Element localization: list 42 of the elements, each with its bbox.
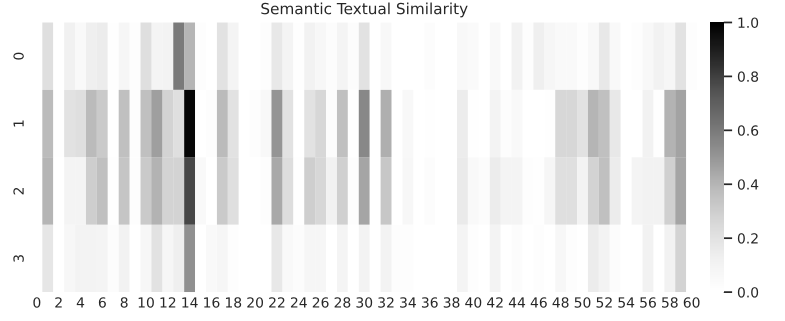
color-bar-label: 1.0 — [738, 17, 758, 28]
x-tick-label: 56 — [640, 297, 656, 308]
color-bar-label: 0.4 — [738, 179, 758, 190]
chart-title: Semantic Textual Similarity — [261, 2, 468, 18]
x-tick-label: 20 — [247, 297, 264, 308]
x-tick-label: 44 — [508, 297, 526, 308]
x-tick-label: 40 — [465, 297, 482, 308]
x-tick-label: 6 — [98, 297, 106, 308]
x-tick-label: 60 — [684, 297, 700, 308]
x-tick-label: 14 — [182, 297, 198, 308]
x-tick-label: 38 — [444, 297, 460, 308]
x-tick-label: 10 — [138, 297, 154, 308]
x-tick-label: 36 — [422, 297, 438, 308]
x-tick-label: 12 — [160, 297, 176, 308]
y-tick-label: 1 — [14, 120, 24, 126]
x-tick-label: 22 — [269, 297, 284, 308]
color-bar-label: 0.6 — [738, 125, 758, 136]
x-tick-label: 24 — [290, 297, 307, 308]
x-tick-label: 34 — [400, 297, 416, 308]
y-tick-label: 3 — [13, 255, 24, 262]
color-bar-label: 0.8 — [738, 71, 758, 82]
y-tick-label: 0 — [13, 52, 24, 60]
x-tick-label: 4 — [76, 297, 84, 308]
x-tick-label: 2 — [55, 297, 62, 308]
x-tick-label: 16 — [204, 297, 220, 308]
x-tick-label: 58 — [662, 297, 678, 308]
x-tick-label: 42 — [487, 297, 503, 308]
x-tick-label: 18 — [226, 297, 242, 308]
x-tick-label: 54 — [618, 297, 634, 308]
x-tick-label: 30 — [356, 297, 372, 308]
x-tick-label: 32 — [378, 297, 394, 308]
x-tick-label: 28 — [334, 297, 350, 308]
x-tick-label: 0 — [33, 297, 40, 308]
y-tick-label: 2 — [13, 188, 24, 194]
x-tick-label: 50 — [574, 297, 590, 308]
color-bar-label: 0.0 — [738, 287, 758, 298]
color-bar-label: 0.2 — [738, 233, 758, 244]
x-tick-label: 8 — [120, 297, 128, 308]
x-tick-label: 48 — [552, 297, 569, 308]
x-tick-label: 46 — [530, 297, 547, 308]
x-tick-label: 26 — [312, 297, 329, 308]
x-tick-label: 52 — [596, 297, 612, 308]
